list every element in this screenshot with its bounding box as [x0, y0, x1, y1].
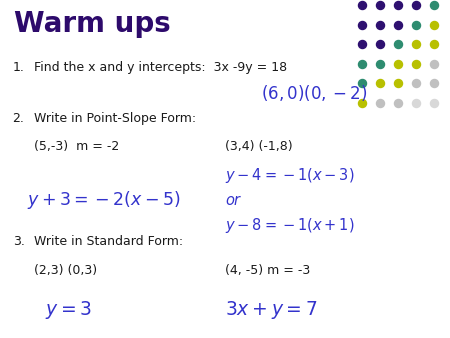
Text: $3x+y=7$: $3x+y=7$ — [225, 299, 317, 321]
Text: $y+3=-2(x-5)$: $y+3=-2(x-5)$ — [27, 189, 180, 211]
Text: 1.: 1. — [13, 61, 24, 74]
Text: $y-4=-1(x-3)$: $y-4=-1(x-3)$ — [225, 166, 355, 185]
Text: (3,4) (-1,8): (3,4) (-1,8) — [225, 140, 292, 153]
Text: $y-8=-1(x+1)$: $y-8=-1(x+1)$ — [225, 216, 355, 235]
Text: (5,-3)  m = -2: (5,-3) m = -2 — [34, 140, 119, 153]
Text: $y=3$: $y=3$ — [45, 299, 92, 321]
Text: Warm ups: Warm ups — [14, 10, 170, 38]
Text: or: or — [225, 193, 240, 208]
Text: Write in Standard Form:: Write in Standard Form: — [34, 235, 183, 248]
Text: $(6, 0)(0, -2)$: $(6, 0)(0, -2)$ — [261, 83, 367, 103]
Text: (4, -5) m = -3: (4, -5) m = -3 — [225, 264, 310, 276]
Text: (2,3) (0,3): (2,3) (0,3) — [34, 264, 97, 276]
Text: Find the x and y intercepts:  3x -9y = 18: Find the x and y intercepts: 3x -9y = 18 — [34, 61, 287, 74]
Text: Write in Point-Slope Form:: Write in Point-Slope Form: — [34, 112, 196, 124]
Text: 3.: 3. — [13, 235, 24, 248]
Text: 2.: 2. — [13, 112, 24, 124]
